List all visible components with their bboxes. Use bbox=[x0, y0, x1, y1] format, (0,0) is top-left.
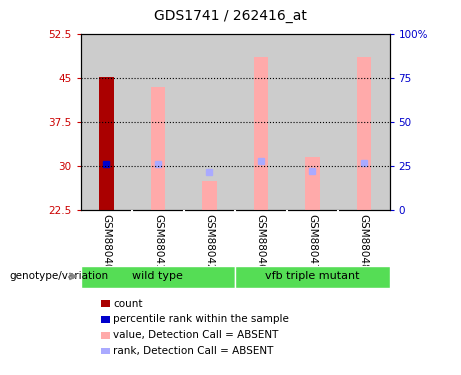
Bar bbox=[99, 76, 113, 210]
Bar bbox=[254, 57, 268, 210]
Text: GSM88040: GSM88040 bbox=[101, 214, 112, 271]
Bar bbox=[151, 87, 165, 210]
Text: genotype/variation: genotype/variation bbox=[9, 272, 108, 281]
Bar bbox=[305, 157, 319, 210]
Bar bbox=[132, 34, 183, 210]
Bar bbox=[338, 34, 390, 210]
Text: GSM88046: GSM88046 bbox=[256, 214, 266, 271]
Bar bbox=[202, 181, 217, 210]
Text: value, Detection Call = ABSENT: value, Detection Call = ABSENT bbox=[113, 330, 278, 340]
Text: count: count bbox=[113, 299, 142, 309]
Bar bbox=[357, 57, 371, 210]
Text: GSM88041: GSM88041 bbox=[153, 214, 163, 271]
Bar bbox=[81, 266, 235, 288]
Bar bbox=[235, 34, 287, 210]
Text: GSM88042: GSM88042 bbox=[204, 214, 214, 271]
Bar bbox=[132, 34, 183, 210]
Text: GDS1741 / 262416_at: GDS1741 / 262416_at bbox=[154, 9, 307, 23]
Bar bbox=[287, 34, 338, 210]
Bar bbox=[183, 34, 235, 210]
Bar bbox=[235, 34, 287, 210]
Text: vfb triple mutant: vfb triple mutant bbox=[265, 271, 360, 281]
Text: percentile rank within the sample: percentile rank within the sample bbox=[113, 315, 289, 324]
Bar bbox=[183, 34, 235, 210]
Text: wild type: wild type bbox=[132, 271, 183, 281]
Bar bbox=[235, 266, 390, 288]
Text: rank, Detection Call = ABSENT: rank, Detection Call = ABSENT bbox=[113, 346, 273, 356]
Bar bbox=[287, 34, 338, 210]
Text: GSM88048: GSM88048 bbox=[359, 214, 369, 271]
Bar bbox=[81, 34, 132, 210]
Text: GSM88047: GSM88047 bbox=[307, 214, 317, 271]
Bar bbox=[81, 34, 132, 210]
Bar bbox=[338, 34, 390, 210]
